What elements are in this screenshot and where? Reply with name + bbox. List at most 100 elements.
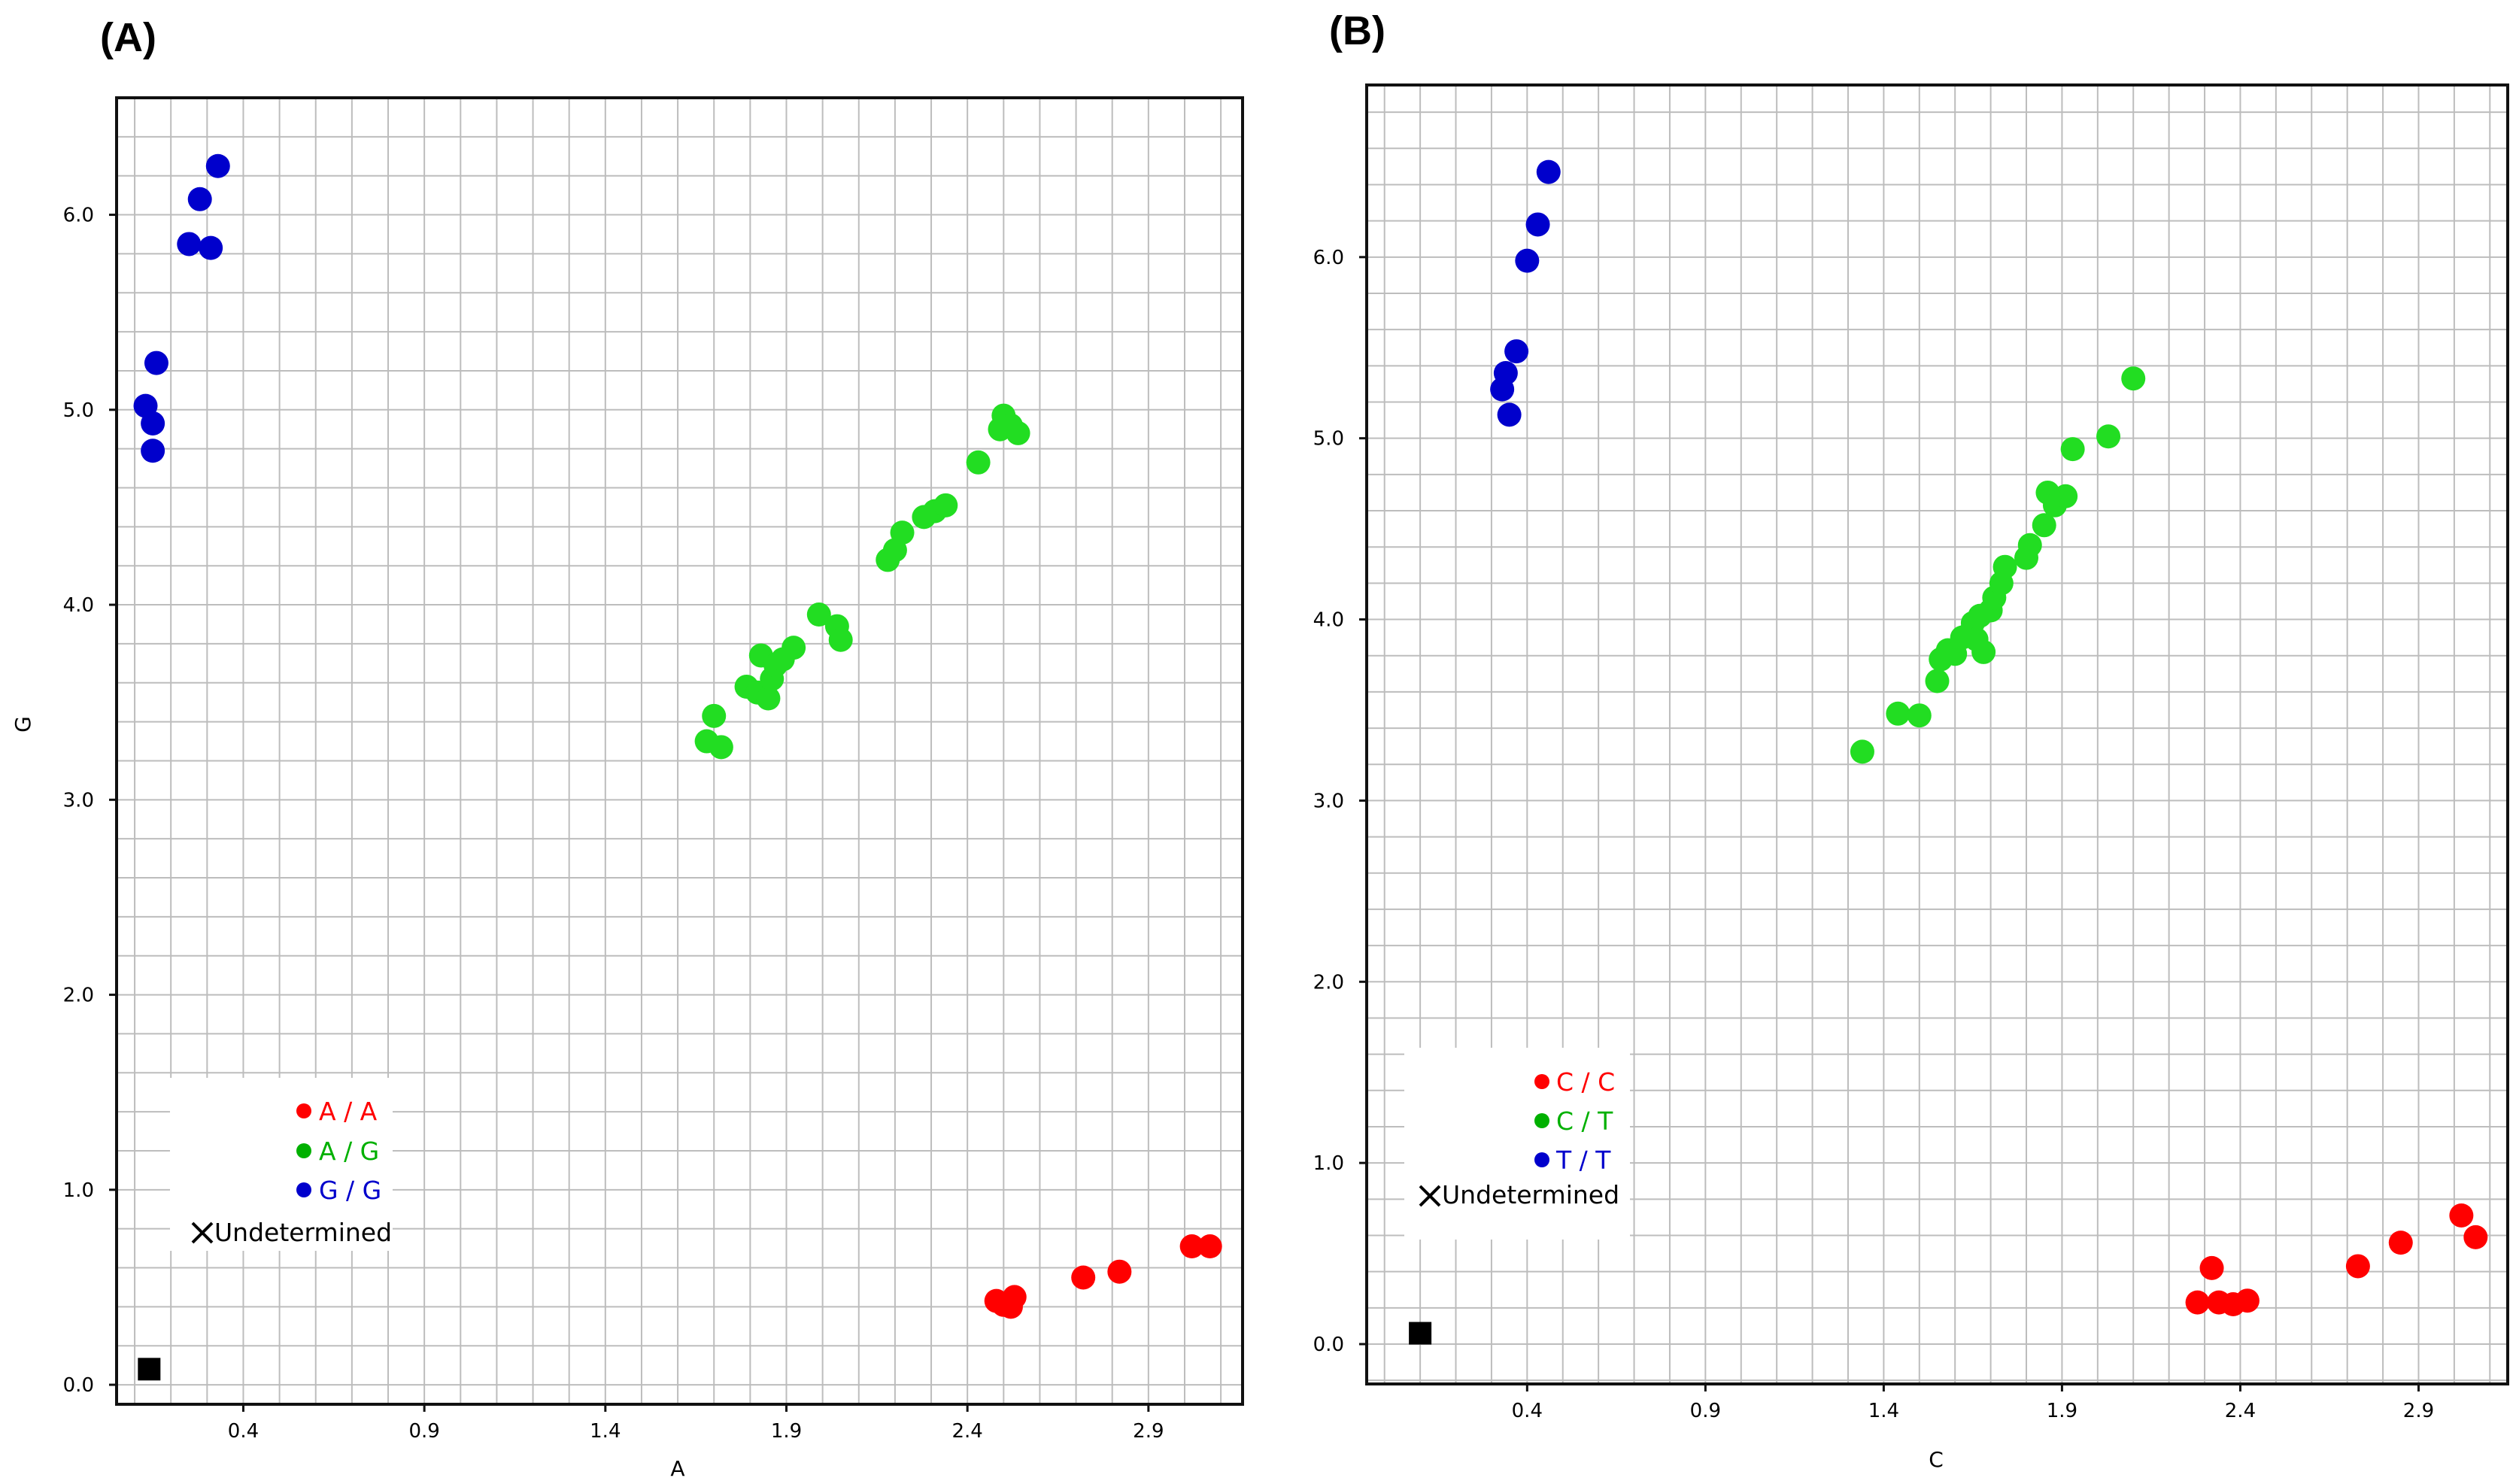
panel-label-b: (B): [1329, 8, 1385, 53]
point-g-g: [205, 153, 230, 178]
point-g-g: [141, 411, 165, 435]
panel-b-ticks: 0.4 0.9 1.4 1.9 2.4 2.9 0.0 1.0 2.0 3.0 4.0 5.0 6.0: [1313, 247, 2435, 1422]
y-tick-label: 1.0: [63, 1179, 94, 1202]
legend-label-undetermined: Undetermined: [214, 1218, 392, 1247]
point-c-t: [2096, 424, 2121, 449]
point-c-c: [2463, 1225, 2488, 1249]
point-g-g: [199, 235, 223, 260]
legend-box: [170, 1078, 393, 1251]
y-tick-label: 3.0: [63, 789, 94, 812]
y-tick-label: 2.0: [63, 985, 94, 1007]
x-tick-label: 0.4: [228, 1420, 259, 1443]
ntc-marker: [1409, 1322, 1432, 1345]
legend-marker-ct: [1534, 1113, 1549, 1128]
legend-marker-cc: [1534, 1074, 1549, 1089]
point-c-t: [1907, 703, 1932, 728]
y-tick-label: 0.0: [1313, 1334, 1344, 1356]
panel-a: (A) 0.4 0.9 1.4 1.9 2.4 2.9 0.0 1.0 2.0 3.0 4.0 5.0…: [11, 15, 1244, 1481]
point-c-t: [1850, 739, 1874, 764]
y-tick-label: 2.0: [1313, 971, 1344, 994]
y-tick-label: 3.0: [1313, 790, 1344, 812]
legend-box: [1404, 1048, 1630, 1240]
x-mark-icon: [191, 1221, 214, 1244]
panel-a-ticks: 0.4 0.9 1.4 1.9 2.4 2.9 0.0 1.0 2.0 3.0 4.0 5.0 6.0: [63, 205, 1164, 1443]
x-tick-label: 0.4: [1512, 1400, 1543, 1422]
y-tick-label: 4.0: [1313, 609, 1344, 632]
point-c-t: [1886, 701, 1910, 726]
ntc-marker: [138, 1358, 161, 1381]
point-a-a: [1179, 1234, 1204, 1259]
point-g-g: [187, 187, 212, 211]
point-c-c: [2199, 1255, 2224, 1280]
point-t-t: [1497, 402, 1522, 427]
point-a-a: [1002, 1285, 1027, 1310]
y-tick-label: 1.0: [1313, 1152, 1344, 1175]
x-mark-icon: [1419, 1185, 1441, 1207]
panel-a-x-axis-title: A: [670, 1456, 684, 1481]
x-tick-label: 1.9: [2047, 1400, 2077, 1422]
x-tick-label: 0.9: [1690, 1400, 1721, 1422]
y-tick-label: 5.0: [1313, 428, 1344, 451]
y-tick-label: 4.0: [63, 594, 94, 617]
panel-a-points: [133, 153, 1222, 1381]
point-a-a: [1107, 1259, 1132, 1284]
legend-label-gg: G / G: [319, 1176, 381, 1205]
legend-label-undetermined: Undetermined: [1442, 1180, 1619, 1209]
legend-marker-gg: [296, 1182, 311, 1197]
point-c-c: [2345, 1254, 2370, 1279]
point-t-t: [1504, 339, 1529, 364]
point-g-g: [177, 232, 202, 256]
point-t-t: [1515, 248, 1540, 273]
x-tick-label: 2.9: [2403, 1400, 2434, 1422]
panel-label-a: (A): [100, 15, 156, 60]
legend-label-ct: C / T: [1556, 1106, 1613, 1136]
point-c-t: [1992, 554, 2017, 579]
panel-b: (B) 0.4 0.9 1.4 1.9 2.4 2.9 0.0 1.0 2.0 3.0 4.0 5.0…: [1313, 8, 2509, 1472]
point-c-c: [2388, 1231, 2413, 1255]
legend-label-tt: T / T: [1555, 1146, 1611, 1175]
panel-b-points: [1409, 159, 2488, 1345]
point-c-t: [1971, 639, 1996, 664]
point-c-t: [2121, 366, 2146, 391]
panel-a-y-axis-title: G: [11, 716, 35, 733]
point-a-g: [702, 703, 727, 728]
x-tick-label: 0.9: [408, 1420, 439, 1443]
y-tick-label: 6.0: [1313, 247, 1344, 269]
point-c-c: [2235, 1288, 2260, 1313]
panel-a-frame: [115, 96, 1244, 1406]
legend-marker-aa: [296, 1103, 311, 1118]
point-g-g: [141, 439, 165, 463]
point-a-g: [1006, 420, 1030, 445]
point-a-g: [806, 602, 831, 627]
panel-a-legend: A / A A / G G / G Undetermined: [170, 1078, 393, 1251]
x-tick-label: 1.9: [771, 1420, 802, 1443]
point-a-g: [709, 735, 733, 760]
x-tick-label: 2.4: [951, 1420, 982, 1443]
point-c-t: [1925, 669, 1950, 693]
panel-b-frame: [1365, 83, 2509, 1385]
point-t-t: [1525, 212, 1550, 237]
panel-b-legend: C / C C / T T / T Undetermined: [1404, 1048, 1630, 1240]
point-a-g: [933, 493, 958, 517]
legend-label-aa: A / A: [319, 1097, 378, 1126]
x-tick-label: 2.4: [2225, 1400, 2256, 1422]
point-c-t: [2032, 513, 2056, 538]
point-t-t: [1493, 360, 1518, 385]
point-a-g: [781, 636, 806, 660]
point-a-g: [828, 627, 853, 652]
legend-marker-ag: [296, 1143, 311, 1158]
point-c-t: [2017, 533, 2042, 557]
x-tick-label: 1.4: [1868, 1400, 1899, 1422]
point-t-t: [1536, 159, 1561, 184]
point-a-a: [1197, 1234, 1222, 1259]
legend-marker-tt: [1534, 1152, 1549, 1167]
point-c-c: [2185, 1290, 2210, 1315]
x-tick-label: 1.4: [590, 1420, 621, 1443]
point-a-g: [756, 686, 781, 711]
y-tick-label: 6.0: [63, 205, 94, 227]
point-c-t: [2060, 437, 2085, 462]
point-c-c: [2449, 1203, 2474, 1228]
y-tick-label: 5.0: [63, 399, 94, 422]
panel-a-grid: [117, 98, 1243, 1404]
